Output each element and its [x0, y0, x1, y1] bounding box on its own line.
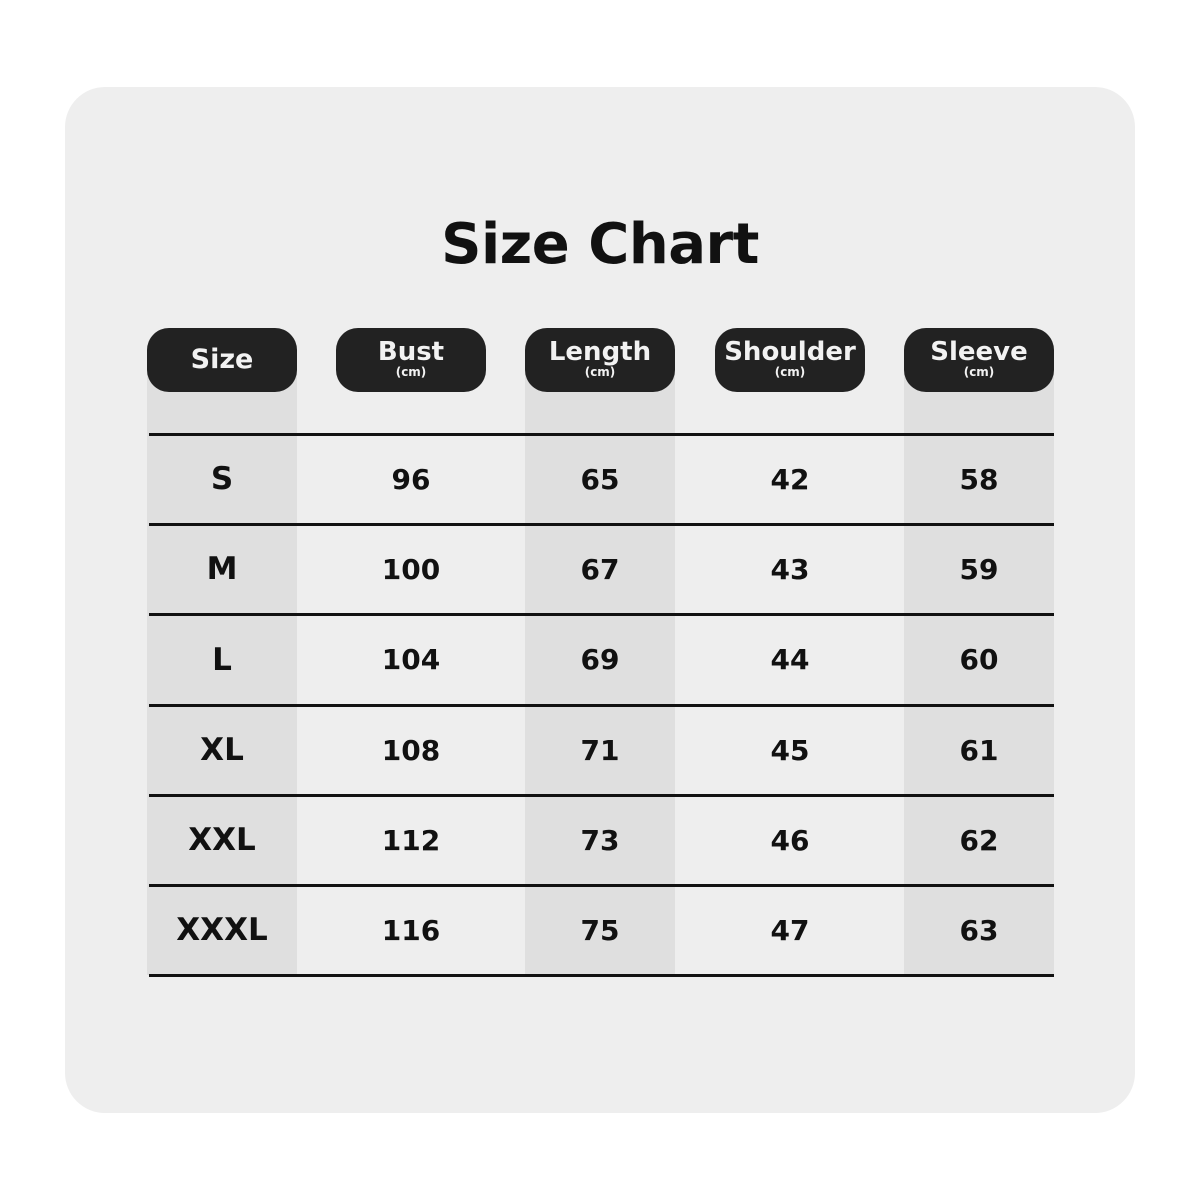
table-cell: 116 [381, 914, 441, 947]
row-divider [149, 523, 1054, 526]
size-label: L [212, 642, 232, 678]
table-cell: 60 [959, 643, 999, 676]
table-cell: 62 [959, 824, 999, 857]
table-cell: 44 [770, 643, 810, 676]
column-label: Size [190, 344, 254, 375]
row-divider [149, 704, 1054, 707]
table-cell: 46 [770, 824, 810, 857]
row-divider [149, 884, 1054, 887]
table-cell: 47 [770, 914, 810, 947]
size-label: S [210, 461, 234, 497]
table-cell: 108 [381, 734, 441, 767]
column-unit: (cm) [395, 365, 427, 379]
row-divider [149, 433, 1054, 436]
column-header-size: Size [147, 328, 297, 392]
shaded-column [147, 360, 297, 975]
table-cell: 69 [580, 643, 620, 676]
table-cell: 100 [381, 553, 441, 586]
shaded-column [904, 360, 1054, 975]
table-cell: 112 [381, 824, 441, 857]
column-unit: (cm) [584, 365, 616, 379]
column-label: Length [548, 337, 652, 367]
column-header-bust: Bust (cm) [336, 328, 486, 392]
shaded-column [525, 360, 675, 975]
table-cell: 58 [959, 463, 999, 496]
size-label: XXL [188, 822, 256, 858]
table-cell: 75 [580, 914, 620, 947]
table-cell: 73 [580, 824, 620, 857]
table-cell: 45 [770, 734, 810, 767]
table-cell: 67 [580, 553, 620, 586]
table-cell: 43 [770, 553, 810, 586]
table-cell: 59 [959, 553, 999, 586]
column-header-length: Length (cm) [525, 328, 675, 392]
size-label: M [206, 551, 238, 587]
row-divider [149, 613, 1054, 616]
table-cell: 104 [381, 643, 441, 676]
table-cell: 96 [391, 463, 431, 496]
column-label: Shoulder [724, 337, 856, 367]
table-cell: 42 [770, 463, 810, 496]
column-label: Bust [377, 337, 445, 367]
table-cell: 61 [959, 734, 999, 767]
table-cell: 63 [959, 914, 999, 947]
column-unit: (cm) [963, 365, 995, 379]
size-label: XXXL [176, 912, 268, 948]
column-unit: (cm) [774, 365, 806, 379]
table-cell: 71 [580, 734, 620, 767]
size-label: XL [200, 732, 244, 768]
column-header-sleeve: Sleeve (cm) [904, 328, 1054, 392]
page-title: Size Chart [441, 212, 759, 277]
table-cell: 65 [580, 463, 620, 496]
row-divider [149, 974, 1054, 977]
column-header-shoulder: Shoulder (cm) [715, 328, 865, 392]
column-label: Sleeve [930, 337, 1028, 367]
row-divider [149, 794, 1054, 797]
